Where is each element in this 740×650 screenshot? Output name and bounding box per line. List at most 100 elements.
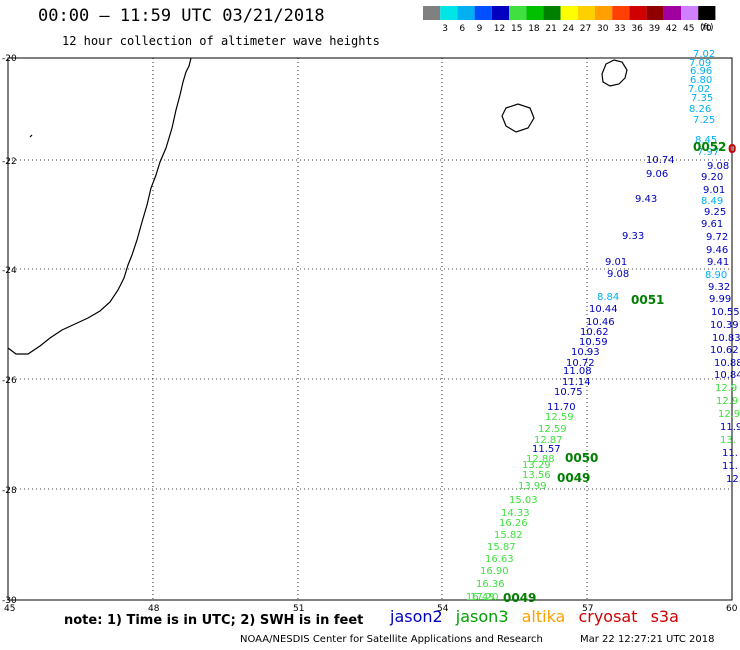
wave-height-value: 10.75 [554, 387, 583, 398]
wave-height-value: 13. [720, 435, 736, 446]
wave-height-value: 10.84 [714, 370, 740, 381]
wave-height-value: 13.99 [518, 481, 547, 492]
color-scale-swatch [423, 6, 441, 20]
color-scale: 3 6 9 12 15 18 21 24 27 30 33 36 39 42 45 70 [423, 6, 716, 34]
pass-number-label: 0049 [557, 471, 590, 485]
color-scale-swatch [577, 6, 595, 20]
color-scale-label: 27 [580, 24, 591, 34]
color-scale-swatch [612, 6, 630, 20]
wave-height-value: 9.41 [707, 257, 729, 268]
color-scale-swatch [595, 6, 613, 20]
wave-height-value: 7.02 [688, 84, 710, 95]
wave-height-value: 11.08 [563, 366, 592, 377]
credit-footer: NOAA/NESDIS Center for Satellite Applica… [240, 634, 543, 645]
wave-height-value: 16.26 [499, 518, 528, 529]
legend-jason3: jason3 [455, 607, 509, 626]
pass-number-label: 0050 [565, 451, 598, 465]
wave-height-value: 12.59 [538, 424, 567, 435]
wave-height-value: 10.39 [710, 320, 739, 331]
color-scale-swatch [440, 6, 458, 20]
wave-height-value: 16.90 [480, 566, 509, 577]
lat-label: -20 [2, 54, 17, 64]
map-note: note: 1) Time is in UTC; 2) SWH is in fe… [64, 613, 364, 628]
wave-height-value: 10.74 [646, 155, 675, 166]
wave-height-value: 17.20 [470, 592, 499, 603]
pass-number-label: 0049 [503, 591, 536, 605]
color-scale-swatch [698, 6, 716, 20]
color-scale-swatch [491, 6, 509, 20]
color-scale-swatch [629, 6, 647, 20]
color-scale-unit: (ft) [700, 23, 714, 33]
color-scale-label: 39 [649, 24, 661, 34]
lon-label: 45 [4, 604, 15, 614]
wave-height-value: 11.57 [532, 444, 561, 455]
wave-height-value: 8.84 [597, 292, 619, 303]
wave-height-value: 12.88 [526, 454, 555, 465]
lon-label: 60 [726, 604, 738, 614]
pass-number-label: 0052 [693, 140, 726, 154]
wave-height-value: 8.49 [701, 196, 723, 207]
wave-height-value: 16.49 [466, 592, 495, 603]
color-scale-swatch [509, 6, 527, 20]
wave-height-value: 9.33 [622, 231, 644, 242]
pass-number-label: 0 [728, 142, 736, 156]
color-scale-label: 18 [528, 24, 540, 34]
lat-label: -22 [2, 157, 17, 167]
wave-height-value: 10.55 [711, 307, 740, 318]
wave-height-value: 15.82 [494, 530, 523, 541]
wave-height-value: 6.80 [690, 75, 712, 86]
wave-height-value: 14.33 [501, 508, 530, 519]
lat-label: -28 [2, 486, 17, 496]
color-scale-swatch [474, 6, 492, 20]
wave-height-value: 10.88 [714, 358, 740, 369]
lat-lon-grid [8, 58, 732, 600]
pass-number-label: 0051 [631, 293, 664, 307]
wave-height-value: 9.43 [635, 194, 657, 205]
wave-height-value: 9.08 [607, 269, 629, 280]
lon-label: 48 [148, 604, 160, 614]
map-title: 00:00 – 11:59 UTC 03/21/2018 [38, 6, 325, 26]
wave-height-value: 7.09 [689, 58, 711, 69]
lon-label: 51 [293, 604, 304, 614]
wave-height-value: 12. [726, 474, 740, 485]
color-scale-swatch [560, 6, 578, 20]
wave-height-value: 7.02 [693, 49, 715, 60]
wave-height-value: 10.59 [579, 337, 608, 348]
wave-height-value: 10.72 [566, 358, 595, 369]
wave-height-value: 11.14 [562, 377, 591, 388]
wave-height-value: 12.9 [715, 383, 737, 394]
wave-height-value: 10.44 [589, 304, 618, 315]
color-scale-swatch [543, 6, 561, 20]
wave-height-value: 6.96 [690, 66, 712, 77]
wave-height-value: 11. [722, 448, 738, 459]
wave-height-value: 16.63 [485, 554, 514, 565]
longitude-labels: 45 48 51 54 57 60 [4, 604, 738, 614]
wave-height-value: 9.46 [706, 245, 728, 256]
pass-number-labels: 0052 0 0051 0050 0049 0049 [503, 140, 736, 605]
color-scale-swatch [681, 6, 699, 20]
map-frame [7, 57, 733, 601]
color-scale-label: 70 [700, 24, 712, 34]
color-scale-swatch [526, 6, 544, 20]
wave-height-value: 9.08 [707, 161, 729, 172]
color-scale-label: 33 [614, 24, 625, 34]
wave-height-value: 7.97 [697, 147, 719, 158]
latitude-labels: -20 -22 -24 -26 -28 -30 [2, 54, 17, 606]
madagascar-coastline [7, 57, 192, 355]
lon-label: 54 [437, 604, 449, 614]
wave-height-value: 10.93 [571, 347, 600, 358]
satellite-legend: jason2 jason3 altika cryosat s3a [390, 607, 687, 626]
wave-height-value: 10.62 [580, 327, 609, 338]
coast-dot [29, 134, 33, 138]
wave-height-value: 10.62 [710, 345, 739, 356]
wave-height-value: 9.06 [646, 169, 668, 180]
wave-height-value: 15.03 [509, 495, 538, 506]
lat-label: -24 [2, 266, 17, 276]
wave-height-value: 9.61 [701, 219, 723, 230]
wave-height-value: 16.36 [476, 579, 505, 590]
wave-height-value: 9.01 [703, 185, 725, 196]
wave-height-value: 11. [722, 461, 738, 472]
color-scale-label: 24 [563, 24, 575, 34]
mauritius-island [601, 59, 628, 87]
